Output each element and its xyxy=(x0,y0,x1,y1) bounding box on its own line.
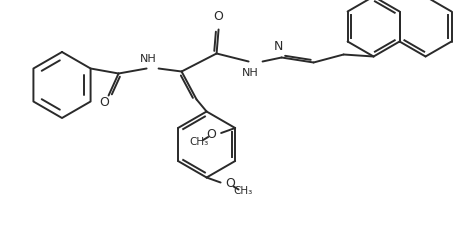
Text: O: O xyxy=(226,177,236,190)
Text: O: O xyxy=(214,10,223,24)
Text: O: O xyxy=(99,96,109,109)
Text: CH₃: CH₃ xyxy=(189,137,209,147)
Text: NH: NH xyxy=(140,54,157,64)
Text: N: N xyxy=(274,40,283,54)
Text: O: O xyxy=(206,128,216,140)
Text: CH₃: CH₃ xyxy=(233,186,252,196)
Text: NH: NH xyxy=(242,68,259,78)
